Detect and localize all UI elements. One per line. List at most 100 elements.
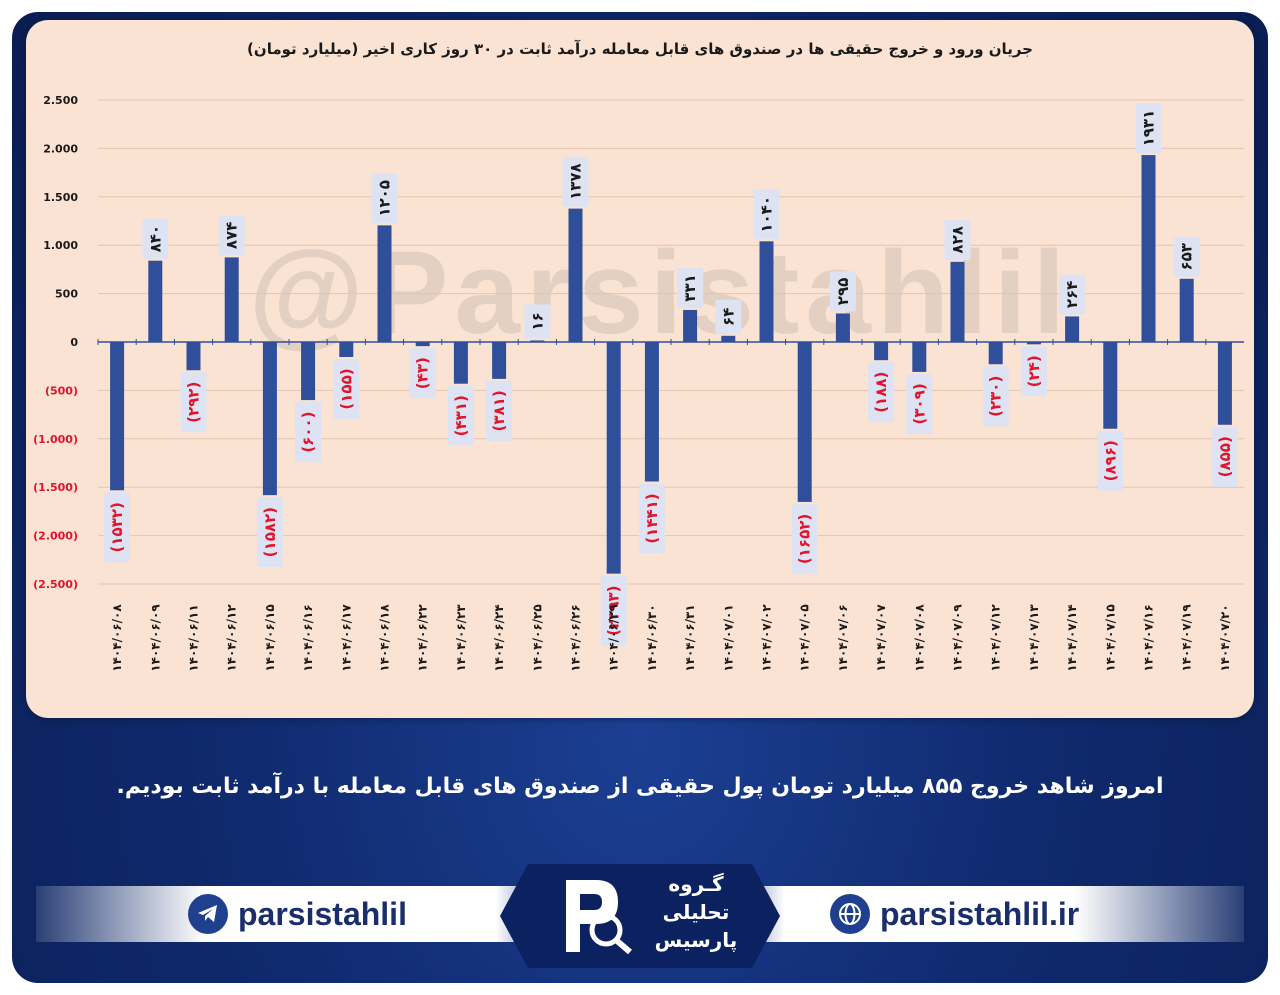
data-label: ۲۹۵: [834, 278, 852, 305]
data-label-box: [1135, 103, 1162, 154]
bar: [1026, 342, 1041, 345]
x-tick-label: ۱۴۰۴/۰۷/۱۶: [1142, 604, 1156, 671]
x-tick-label: ۱۴۰۴/۰۶/۱۲: [225, 604, 239, 672]
x-tick-label: ۱۴۰۴/۰۶/۱۵: [263, 604, 277, 671]
data-label-box: [486, 380, 513, 441]
x-tick-label: ۱۴۰۴/۰۷/۱۴: [1065, 604, 1079, 671]
data-label-box: [333, 359, 360, 420]
data-label: (۲۳۰): [987, 376, 1005, 417]
x-tick-label: ۱۴۰۴/۰۶/۰۸: [110, 604, 124, 672]
y-tick-label: (500): [45, 384, 78, 397]
data-label-box: [982, 366, 1009, 427]
y-tick-label: (1.500): [33, 481, 78, 494]
bar: [835, 313, 850, 342]
data-label: (۱۸۸): [872, 372, 890, 413]
website-link[interactable]: parsistahlil.ir: [830, 890, 1079, 938]
y-tick-label: 2.000: [43, 142, 78, 155]
bar: [912, 342, 927, 372]
bar: [644, 342, 659, 482]
telegram-icon: [188, 894, 228, 934]
summary-message: امروز شاهد خروج ۸۵۵ میلیارد تومان پول حق…: [116, 774, 1164, 799]
y-tick-label: (1.000): [33, 433, 78, 446]
x-tick-label: ۱۴۰۴/۰۶/۱۷: [339, 604, 353, 672]
data-label-box: [600, 575, 627, 646]
website-url: parsistahlil.ir: [880, 895, 1080, 932]
x-tick-label: ۱۴۰۴/۰۷/۱۳: [1027, 604, 1041, 672]
data-label: ۲۶۴: [1063, 281, 1081, 308]
logo-line: پارسیس: [654, 928, 738, 952]
data-label-box: [868, 362, 895, 423]
x-tick-label: ۱۴۰۴/۰۷/۰۱: [721, 604, 735, 671]
bar: [568, 208, 583, 342]
x-tick-label: ۱۴۰۴/۰۷/۰۸: [912, 604, 926, 672]
bar: [339, 342, 354, 358]
x-tick-label: ۱۴۰۴/۰۶/۱۶: [301, 604, 315, 671]
bar: [1217, 342, 1232, 425]
data-label: (۴۳): [414, 357, 432, 389]
bar: [874, 342, 889, 361]
bar: [1065, 316, 1080, 342]
bar: [110, 342, 125, 491]
bar: [377, 225, 392, 342]
data-label: (۱۴۴۱): [643, 493, 661, 543]
y-tick-label: 500: [55, 288, 78, 301]
parsis-logo-icon: [566, 880, 632, 955]
x-tick-label: ۱۴۰۴/۰۷/۱۵: [1103, 604, 1117, 671]
x-tick-label: ۱۴۰۴/۰۶/۱۱: [187, 604, 201, 671]
bar: [415, 342, 430, 347]
bar: [683, 309, 698, 342]
data-label: (۱۵۳۲): [108, 502, 126, 552]
data-label-box: [142, 218, 169, 259]
x-tick-label: ۱۴۰۴/۰۶/۰۹: [148, 604, 162, 672]
data-label: ۳۳۱: [681, 274, 699, 301]
telegram-link[interactable]: parsistahlil: [188, 890, 407, 938]
logo-line: تحلیلی: [662, 900, 730, 924]
data-label-box: [1211, 426, 1238, 487]
bar: [988, 342, 1003, 365]
data-label-box: [1059, 274, 1086, 315]
bar: [224, 257, 239, 342]
data-label: ۱۹۳۱: [1140, 110, 1158, 147]
data-label: (۲۳۹۳): [605, 585, 623, 635]
x-tick-label: ۱۴۰۴/۰۶/۲۵: [530, 604, 544, 671]
data-label: (۳۰۹): [910, 383, 928, 424]
bar: [301, 342, 316, 401]
data-label: ۱۲۰۵: [376, 180, 394, 217]
data-label: ۱۶: [528, 312, 546, 330]
x-tick-label: ۱۴۰۴/۰۷/۰۹: [951, 604, 965, 672]
telegram-handle: parsistahlil: [238, 895, 407, 932]
logo-plate: [500, 864, 780, 968]
y-tick-label: 0: [70, 336, 78, 349]
data-label-box: [715, 299, 742, 334]
bar: [148, 260, 163, 342]
data-label-box: [104, 492, 131, 563]
y-tick-label: 1.000: [43, 239, 78, 252]
data-label: (۲۹۲): [185, 382, 203, 423]
x-tick-label: ۱۴۰۴/۰۶/۳۰: [645, 604, 659, 671]
data-label-box: [1097, 430, 1124, 491]
data-label: (۴۳۱): [452, 395, 470, 436]
data-label: (۸۹۶): [1101, 440, 1119, 481]
logo-text: گـروه تحلیلی پارسیس: [646, 870, 746, 954]
x-tick-label: ۱۴۰۴/۰۶/۲۶: [569, 604, 583, 671]
bar: [262, 342, 277, 496]
data-label-box: [753, 189, 780, 240]
x-tick-label: ۱۴۰۴/۰۷/۲۰: [1218, 604, 1232, 671]
bar: [453, 342, 468, 384]
data-label-box: [180, 372, 207, 433]
y-tick-label: 1.500: [43, 191, 78, 204]
data-label: ۶۵۳: [1178, 243, 1196, 270]
x-tick-label: ۱۴۰۴/۰۷/۰۶: [836, 604, 850, 671]
globe-icon: [830, 894, 870, 934]
bar: [492, 342, 507, 379]
x-tick-label: ۱۴۰۴/۰۶/۱۸: [378, 604, 392, 672]
bar-chart: 2.500 2.000 1.500 1.000 500 0 (500) (1.000) (1.5…: [33, 94, 1244, 672]
x-tick-label: ۱۴۰۴/۰۷/۱۹: [1180, 604, 1194, 672]
x-tick-label: ۱۴۰۴/۰۶/۲۹: [607, 604, 621, 672]
x-tick-label: ۱۴۰۴/۰۶/۳۱: [683, 604, 697, 671]
y-tick-label: (2.500): [33, 578, 78, 591]
data-label: (۲۴): [1025, 355, 1043, 387]
bar: [1141, 155, 1156, 342]
data-label-box: [447, 385, 474, 446]
data-label: (۸۵۵): [1216, 436, 1234, 477]
